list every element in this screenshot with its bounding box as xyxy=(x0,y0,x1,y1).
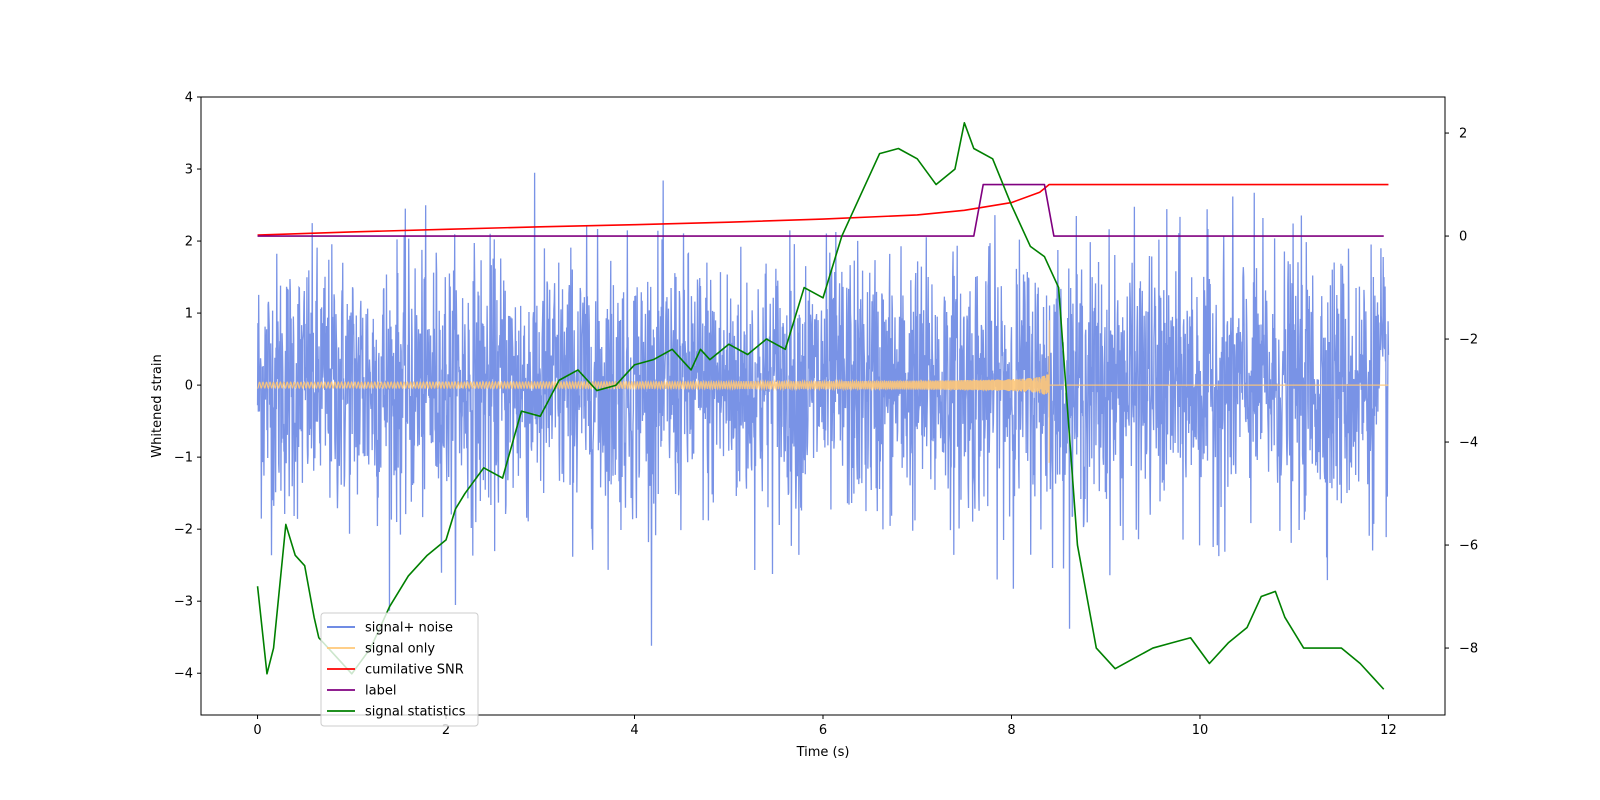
series-layer xyxy=(256,121,1390,690)
y-tick-label: 1 xyxy=(185,307,193,322)
series-signal-statistics-line xyxy=(256,121,1385,690)
legend: signal+ noise signal only cumilative SNR la… xyxy=(320,612,479,727)
y2-tick-label: 2 xyxy=(1459,127,1467,142)
legend-label: signal only xyxy=(365,642,435,657)
y-tick-label: 0 xyxy=(185,379,193,394)
y-tick-label: −2 xyxy=(174,523,193,538)
y-axis-right: −8 −6 −4 −2 0 2 xyxy=(1445,127,1478,657)
x-tick-label: 6 xyxy=(819,723,827,738)
x-tick-label: 2 xyxy=(442,723,450,738)
series-signal-noise-line xyxy=(256,172,1390,646)
y-tick-label: −3 xyxy=(174,595,193,610)
legend-box xyxy=(320,612,479,727)
legend-label: signal statistics xyxy=(365,705,466,720)
x-tick-label: 0 xyxy=(253,723,261,738)
y-tick-label: 3 xyxy=(185,163,193,178)
y2-tick-label: −4 xyxy=(1459,436,1478,451)
y2-tick-label: −8 xyxy=(1459,642,1478,657)
y-tick-label: −1 xyxy=(174,451,193,466)
y-tick-label: −4 xyxy=(174,667,193,682)
x-tick-label: 4 xyxy=(630,723,638,738)
y-axis-label: Whitened strain xyxy=(150,354,165,457)
x-tick-label: 8 xyxy=(1007,723,1015,738)
x-axis-label: Time (s) xyxy=(796,745,850,760)
y2-tick-label: −2 xyxy=(1459,333,1478,348)
legend-label: label xyxy=(365,684,396,699)
x-tick-label: 12 xyxy=(1380,723,1397,738)
series-cumulative-snr-line xyxy=(257,183,1389,236)
y2-tick-label: −6 xyxy=(1459,539,1478,554)
y-axis-left: −4 −3 −2 −1 0 1 2 3 4 xyxy=(174,91,201,682)
legend-label: cumilative SNR xyxy=(365,663,464,678)
y2-tick-label: 0 xyxy=(1459,230,1467,245)
y-tick-label: 2 xyxy=(185,235,193,250)
series-label-line xyxy=(257,183,1384,237)
y-tick-label: 4 xyxy=(185,91,193,106)
x-tick-label: 10 xyxy=(1192,723,1209,738)
legend-label: signal+ noise xyxy=(365,621,453,636)
series-signal-only-line xyxy=(257,320,1389,463)
